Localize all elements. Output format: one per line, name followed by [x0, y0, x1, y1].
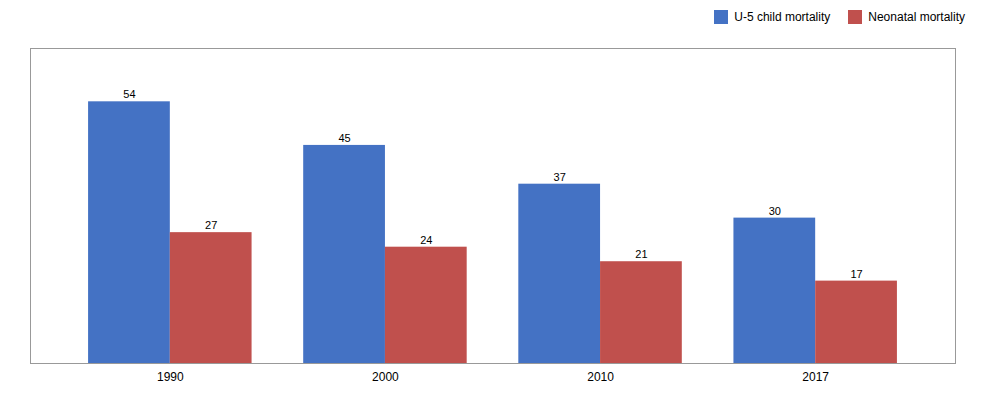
svg-text:37: 37: [554, 171, 566, 183]
svg-text:1990: 1990: [157, 370, 184, 384]
svg-text:30: 30: [769, 205, 781, 217]
svg-text:27: 27: [205, 219, 217, 231]
svg-text:2000: 2000: [372, 370, 399, 384]
html-text:U-5 child mortality: U-5 child mortality: [734, 10, 831, 24]
svg-text:45: 45: [338, 132, 350, 144]
svg-text:2017: 2017: [802, 370, 829, 384]
svg-text:17: 17: [850, 268, 862, 280]
svg-text:21: 21: [635, 248, 647, 260]
svg-text:54: 54: [123, 88, 135, 100]
svg-text:2010: 2010: [587, 370, 614, 384]
svg-text:24: 24: [420, 234, 432, 246]
html-text:Neonatal mortality: Neonatal mortality: [868, 10, 965, 24]
